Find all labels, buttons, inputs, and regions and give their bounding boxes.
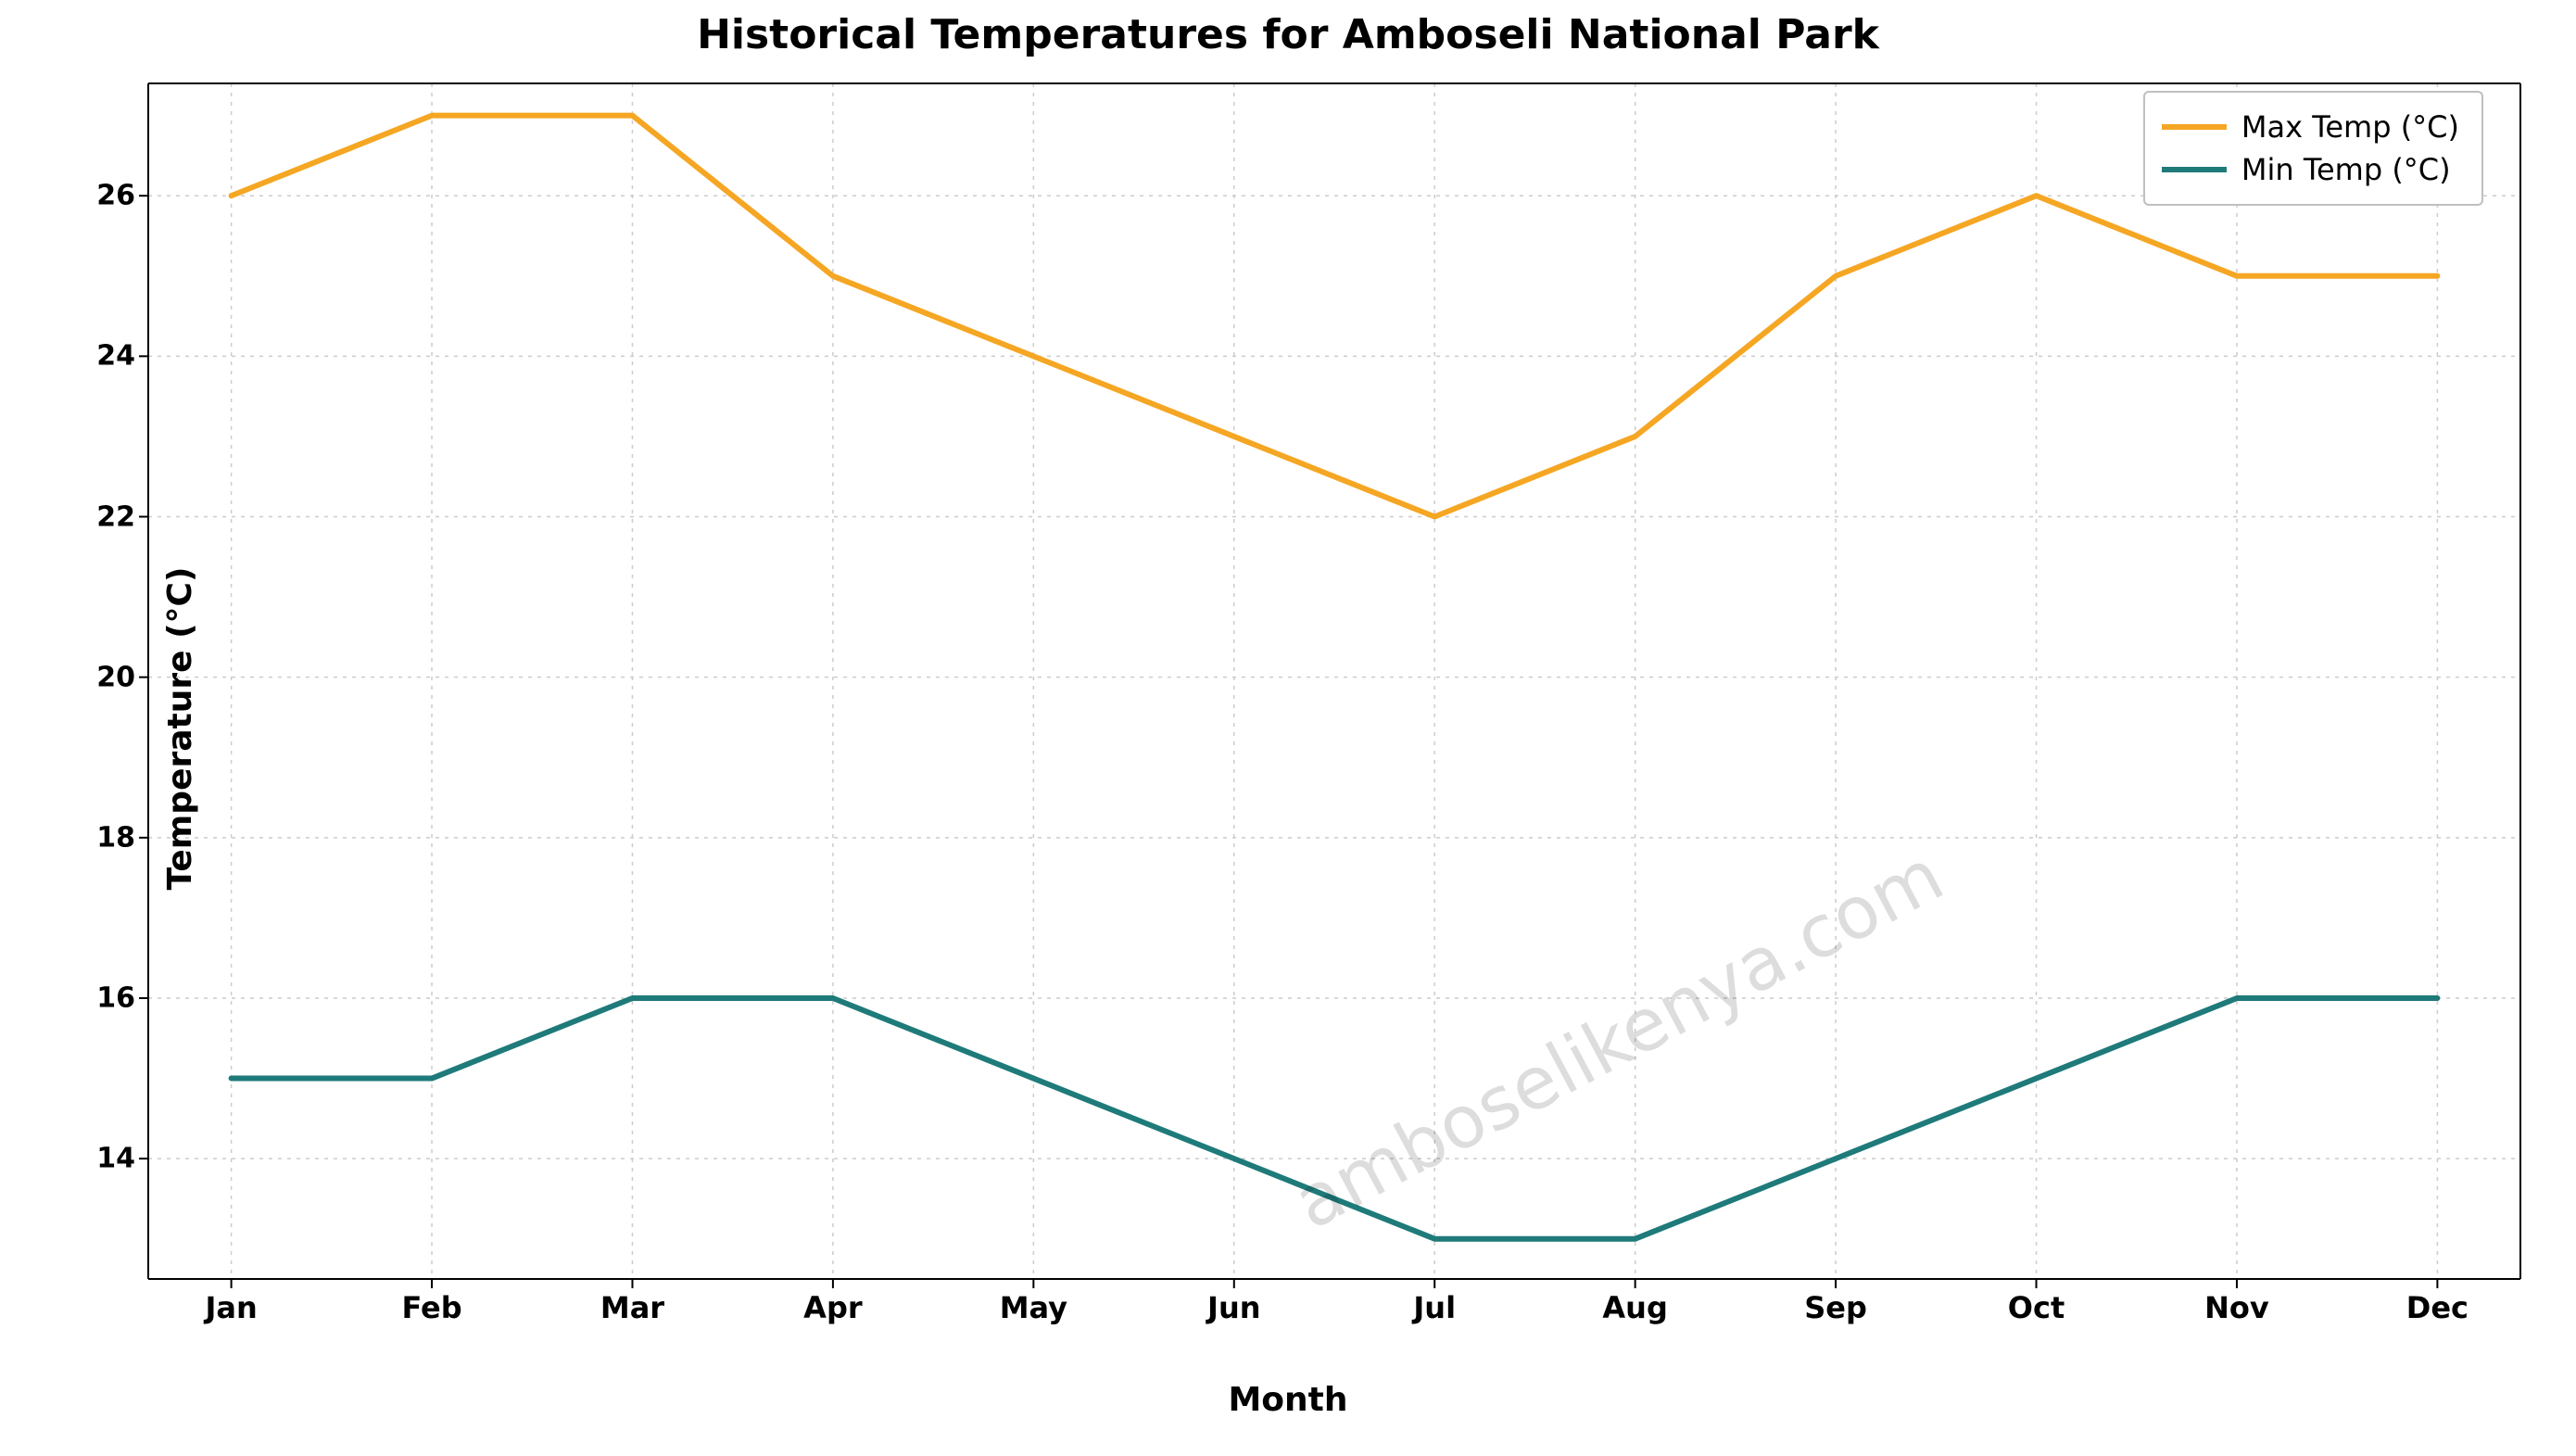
- plot-area: amboselikenya.com Max Temp (°C)Min Temp …: [148, 83, 2520, 1279]
- legend: Max Temp (°C) Min Temp (°C): [2143, 91, 2483, 206]
- legend-item: Min Temp (°C): [2162, 148, 2459, 191]
- x-tick-label: Apr: [803, 1279, 862, 1325]
- chart-title: Historical Temperatures for Amboseli Nat…: [0, 11, 2576, 58]
- x-tick-label: Feb: [401, 1279, 461, 1325]
- series-line: [232, 116, 2438, 517]
- legend-swatch: [2162, 124, 2227, 130]
- legend-swatch: [2162, 167, 2227, 172]
- y-tick-label: 14: [96, 1143, 148, 1175]
- y-tick-label: 26: [96, 180, 148, 212]
- x-axis-label: Month: [0, 1381, 2576, 1419]
- legend-item: Max Temp (°C): [2162, 106, 2459, 148]
- x-tick-label: Nov: [2204, 1279, 2269, 1325]
- x-tick-label: Jul: [1413, 1279, 1456, 1325]
- x-tick-label: May: [1000, 1279, 1067, 1325]
- x-tick-label: Aug: [1602, 1279, 1667, 1325]
- x-tick-label: Dec: [2406, 1279, 2469, 1325]
- x-tick-label: Sep: [1804, 1279, 1867, 1325]
- y-tick-label: 22: [96, 500, 148, 533]
- chart-container: Historical Temperatures for Amboseli Nat…: [0, 0, 2576, 1456]
- x-tick-label: Jan: [205, 1279, 257, 1325]
- y-tick-label: 18: [96, 821, 148, 854]
- legend-label: Min Temp (°C): [2241, 152, 2451, 187]
- legend-label: Max Temp (°C): [2241, 109, 2459, 145]
- x-tick-label: Jun: [1207, 1279, 1260, 1325]
- x-tick-label: Oct: [2008, 1279, 2065, 1325]
- x-tick-label: Mar: [600, 1279, 664, 1325]
- y-tick-label: 24: [96, 340, 148, 373]
- y-tick-label: 20: [96, 661, 148, 693]
- y-tick-label: 16: [96, 981, 148, 1014]
